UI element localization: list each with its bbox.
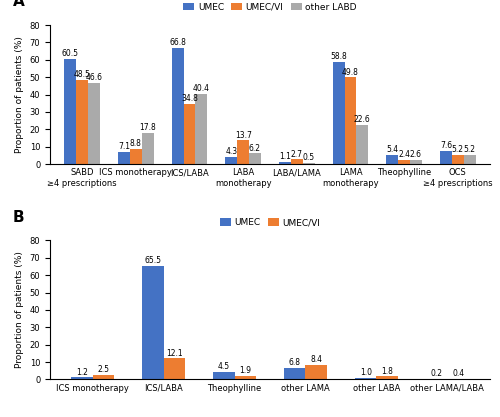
Bar: [118, 152, 130, 164]
Text: 66.8: 66.8: [170, 38, 186, 47]
Text: 65.5: 65.5: [144, 256, 162, 265]
Legend: UMEC, UMEC/VI: UMEC, UMEC/VI: [216, 214, 324, 231]
Legend: UMEC, UMEC/VI, other LABD: UMEC, UMEC/VI, other LABD: [180, 0, 360, 15]
Bar: [142, 266, 164, 379]
Bar: [196, 94, 207, 164]
Text: B: B: [12, 210, 24, 225]
Bar: [302, 163, 314, 164]
Text: 49.8: 49.8: [342, 68, 359, 77]
Bar: [279, 162, 291, 164]
Bar: [284, 368, 306, 379]
Bar: [452, 155, 464, 164]
Text: 1.8: 1.8: [381, 367, 393, 376]
Text: 2.6: 2.6: [410, 150, 422, 159]
Y-axis label: Proportion of patients (%): Proportion of patients (%): [15, 251, 24, 368]
Bar: [88, 83, 100, 164]
Text: 48.5: 48.5: [74, 70, 90, 79]
Text: 5.2: 5.2: [452, 145, 464, 154]
Text: 2.4: 2.4: [398, 150, 410, 159]
Text: 6.2: 6.2: [249, 143, 261, 153]
Bar: [291, 159, 302, 164]
Bar: [184, 103, 196, 164]
Text: 7.6: 7.6: [440, 141, 452, 150]
Text: 1.1: 1.1: [279, 153, 291, 161]
Bar: [72, 377, 92, 379]
Text: 8.4: 8.4: [310, 355, 322, 364]
Bar: [238, 140, 249, 164]
Text: 34.8: 34.8: [181, 94, 198, 103]
Text: 13.7: 13.7: [234, 131, 252, 140]
Text: 0.5: 0.5: [302, 153, 314, 163]
Bar: [234, 376, 256, 379]
Text: 46.6: 46.6: [86, 73, 102, 83]
Text: 2.7: 2.7: [291, 150, 303, 158]
Text: 5.2: 5.2: [464, 145, 475, 154]
Text: 1.9: 1.9: [239, 367, 251, 375]
Y-axis label: Proportion of patients (%): Proportion of patients (%): [15, 36, 24, 153]
Bar: [355, 378, 376, 379]
Text: 4.5: 4.5: [218, 362, 230, 371]
Bar: [464, 155, 475, 164]
Bar: [440, 151, 452, 164]
Text: 22.6: 22.6: [354, 115, 370, 124]
Text: 1.0: 1.0: [360, 368, 372, 377]
Text: 12.1: 12.1: [166, 349, 182, 358]
Bar: [142, 133, 154, 164]
Bar: [249, 153, 261, 164]
Text: 0.2: 0.2: [431, 369, 443, 379]
Text: 58.8: 58.8: [330, 52, 347, 61]
Bar: [376, 377, 398, 379]
Text: 1.2: 1.2: [76, 368, 88, 377]
Text: 40.4: 40.4: [193, 84, 210, 93]
Text: 2.5: 2.5: [97, 365, 109, 374]
Bar: [92, 375, 114, 379]
Text: 17.8: 17.8: [140, 123, 156, 133]
Bar: [356, 125, 368, 164]
Text: 4.3: 4.3: [226, 147, 237, 156]
Bar: [333, 62, 344, 164]
Text: 7.1: 7.1: [118, 142, 130, 151]
Bar: [226, 156, 237, 164]
Bar: [344, 78, 356, 164]
Text: 6.8: 6.8: [289, 358, 301, 367]
Text: 0.4: 0.4: [452, 369, 464, 378]
Bar: [306, 365, 327, 379]
Text: A: A: [12, 0, 24, 10]
Bar: [76, 80, 88, 164]
Bar: [130, 149, 142, 164]
Bar: [172, 48, 184, 164]
Text: 5.4: 5.4: [386, 145, 398, 154]
Bar: [64, 59, 76, 164]
Bar: [386, 155, 398, 164]
Bar: [398, 160, 410, 164]
Bar: [213, 372, 234, 379]
Bar: [410, 160, 422, 164]
Bar: [164, 359, 185, 379]
Text: 8.8: 8.8: [130, 139, 142, 148]
Text: 60.5: 60.5: [62, 49, 79, 58]
